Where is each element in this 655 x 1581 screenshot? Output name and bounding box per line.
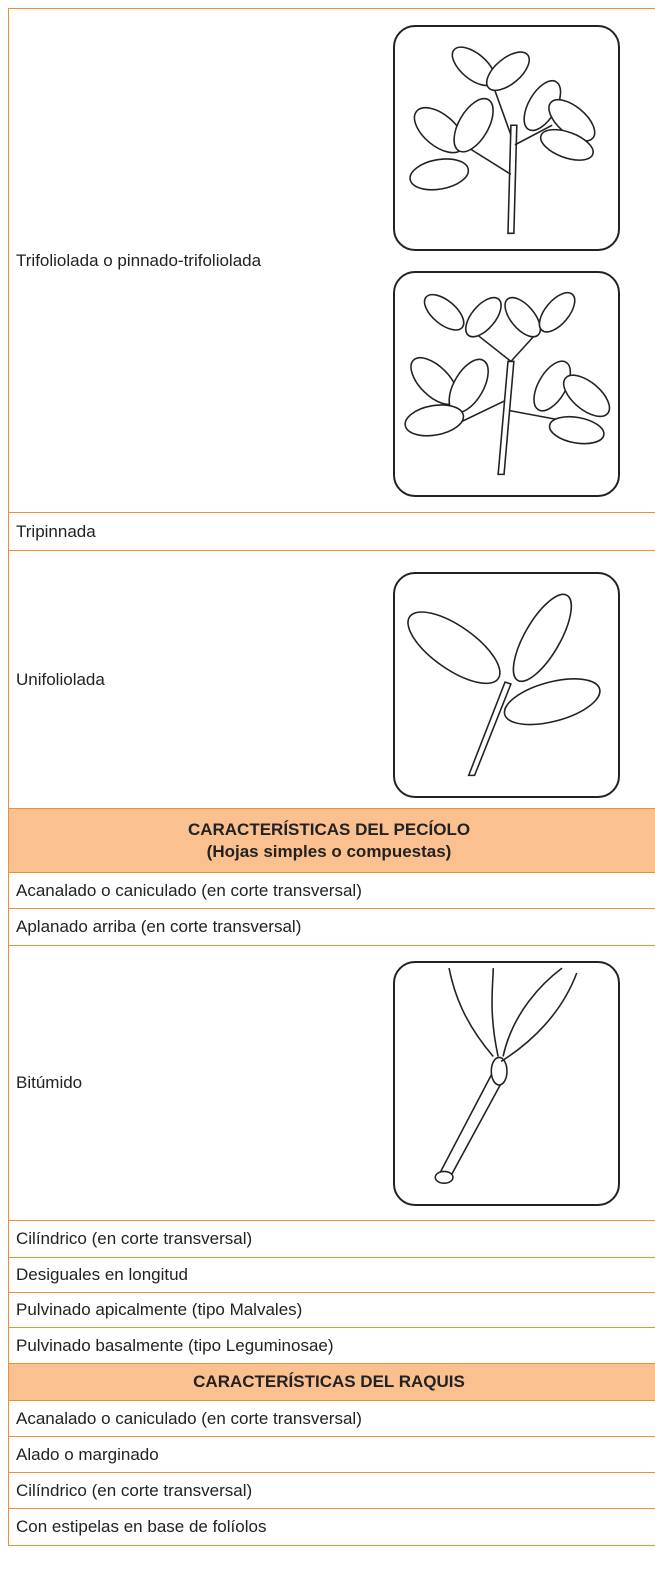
trait-table: Trifoliolada o pinnado-trifoliolada Trip… — [8, 8, 655, 1546]
table-row: Bitúmido — [9, 946, 655, 1221]
table-row: Pulvinado apicalmente (tipo Malvales) — [9, 1293, 655, 1328]
table-row: Unifoliolada — [9, 551, 655, 809]
header-line: CARACTERÍSTICAS DEL RAQUIS — [193, 1372, 465, 1391]
row-text: Con estipelas en base de folíolos — [16, 1517, 267, 1536]
row-text: Aplanado arriba (en corte transversal) — [16, 917, 302, 936]
row-text: Trifoliolada o pinnado-trifoliolada — [16, 250, 262, 270]
leaf-illustration — [393, 25, 620, 251]
row-text: Desiguales en longitud — [16, 1265, 189, 1284]
row-text: Acanalado o caniculado (en corte transve… — [16, 880, 362, 900]
table-row: Con estipelas en base de folíolos — [9, 1509, 655, 1546]
section-header: CARACTERÍSTICAS DEL RAQUIS — [9, 1364, 655, 1401]
table-row: Cilíndrico (en corte transversal) — [9, 1473, 655, 1509]
table-row: Acanalado o caniculado (en corte transve… — [9, 1401, 655, 1437]
table-row: Pulvinado basalmente (tipo Leguminosae) — [9, 1328, 655, 1364]
row-text: Unifoliolada — [16, 669, 105, 689]
row-text: Pulvinado apicalmente (tipo Malvales) — [16, 1300, 303, 1319]
header-line: (Hojas simples o compuestas) — [206, 841, 452, 861]
table-row: Trifoliolada o pinnado-trifoliolada — [9, 9, 655, 513]
row-text: Acanalado o caniculado (en corte transve… — [16, 1408, 362, 1428]
row-text: Tripinnada — [16, 521, 96, 541]
row-text: Alado o marginado — [16, 1444, 159, 1464]
row-text: Bitúmido — [16, 1073, 83, 1092]
section-header: CARACTERÍSTICAS DEL PECÍOLO (Hojas simpl… — [9, 809, 655, 873]
row-text: Pulvinado basalmente (tipo Leguminosae) — [16, 1335, 334, 1355]
row-text: Cilíndrico (en corte transversal) — [16, 1480, 253, 1500]
leaf-illustration — [393, 572, 620, 798]
header-line: CARACTERÍSTICAS DEL PECÍOLO — [187, 819, 471, 839]
table-row: Aplanado arriba (en corte transversal) — [9, 909, 655, 946]
table-row: Cilíndrico (en corte transversal) — [9, 1221, 655, 1258]
table-row: Tripinnada — [9, 513, 655, 551]
leaf-illustration — [393, 961, 620, 1206]
table-row: Alado o marginado — [9, 1437, 655, 1473]
leaf-illustration — [393, 271, 620, 497]
row-text: Cilíndrico (en corte transversal) — [16, 1229, 253, 1248]
table-row: Acanalado o caniculado (en corte transve… — [9, 873, 655, 909]
table-row: Desiguales en longitud — [9, 1258, 655, 1293]
